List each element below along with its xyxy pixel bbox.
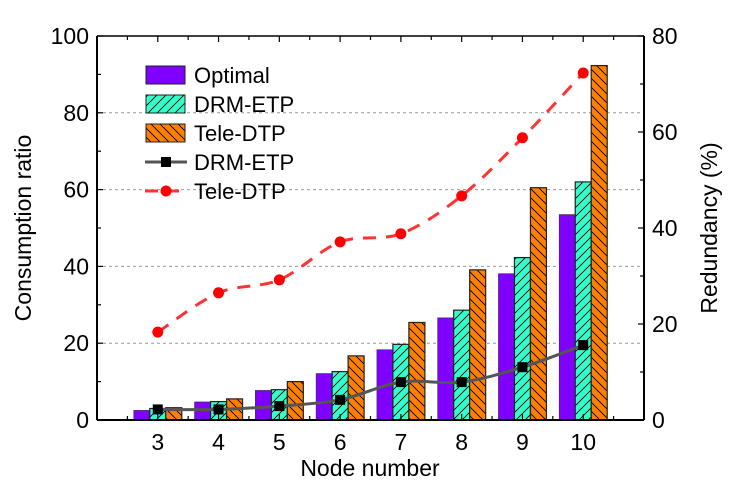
grid-lines <box>97 112 644 344</box>
bar-tele-dtp-7 <box>408 321 426 421</box>
bar-tele-dtp-9 <box>529 187 548 421</box>
point-drm-etp-5 <box>274 401 285 412</box>
y-tick-label: 20 <box>63 330 89 356</box>
y-tick-label: 100 <box>51 23 89 49</box>
y-tick-label: 0 <box>76 407 89 433</box>
bar-drm-etp-9 <box>513 256 532 421</box>
x-tick-label: 8 <box>455 429 468 455</box>
tick-labels: 0 20 40 60 80 100 0 20 40 60 80 3 4 5 6 7 8 9 10 <box>51 23 678 455</box>
point-drm-etp-7 <box>395 377 406 388</box>
legend-swatch-drm-etp <box>145 94 186 114</box>
line-series <box>152 67 589 415</box>
y-axis-label: Consumption ratio <box>10 135 36 322</box>
x-tick-label: 4 <box>212 429 225 455</box>
point-drm-etp-6 <box>335 394 346 405</box>
y-tick-label: 60 <box>63 177 89 203</box>
legend-marker-drm-etp <box>161 157 171 167</box>
y2-tick-label: 60 <box>652 119 678 145</box>
point-tele-dtp-4 <box>213 287 225 299</box>
bar-optimal-9 <box>498 273 515 421</box>
x-tick-label: 9 <box>516 429 529 455</box>
axes <box>96 35 645 421</box>
point-drm-etp-8 <box>456 377 467 388</box>
bar-optimal-8 <box>437 317 454 421</box>
legend-label-drm-etp: DRM-ETP <box>194 92 294 117</box>
x-axis-label: Node number <box>300 455 440 481</box>
point-tele-dtp-6 <box>334 236 346 248</box>
y2-axis-label: Redundancy (%) <box>696 142 722 313</box>
legend-label-tele-dtp: Tele-DTP <box>194 121 286 146</box>
bar-tele-dtp-5 <box>286 381 304 421</box>
legend-label-tele-dtp: Tele-DTP <box>194 179 286 204</box>
bar-optimal-3 <box>133 410 151 421</box>
y2-tick-label: 40 <box>652 215 678 241</box>
point-tele-dtp-7 <box>395 228 407 240</box>
bar-drm-etp-8 <box>453 309 471 421</box>
bar-optimal-10 <box>558 214 576 421</box>
bar-tele-dtp-6 <box>347 355 365 421</box>
point-drm-etp-3 <box>152 404 163 415</box>
y2-tick-label: 80 <box>652 23 678 49</box>
x-tick-label: 7 <box>394 429 407 455</box>
legend-swatch-optimal <box>145 65 186 85</box>
y2-tick-label: 20 <box>652 311 678 337</box>
bar-tele-dtp-10 <box>590 64 608 421</box>
bar-drm-etp-10 <box>574 181 592 421</box>
y-tick-label: 40 <box>63 253 89 279</box>
bar-tele-dtp-8 <box>469 269 487 421</box>
bar-optimal-6 <box>315 373 333 421</box>
point-tele-dtp-9 <box>516 132 528 144</box>
point-drm-etp-10 <box>578 340 589 351</box>
x-tick-label: 5 <box>273 429 286 455</box>
point-drm-etp-9 <box>517 362 528 373</box>
point-tele-dtp-10 <box>577 67 589 79</box>
bars <box>133 64 608 421</box>
legend: Optimal DRM-ETP Tele-DTP DRM-ETP Tele-DTP <box>145 63 294 204</box>
x-tick-label: 6 <box>334 429 347 455</box>
bar-optimal-5 <box>255 390 272 421</box>
legend-label-drm-etp: DRM-ETP <box>194 150 294 175</box>
x-tick-label: 3 <box>151 429 164 455</box>
point-tele-dtp-5 <box>273 274 285 286</box>
point-drm-etp-4 <box>213 404 224 415</box>
y2-tick-label: 0 <box>652 407 665 433</box>
y-tick-label: 80 <box>63 100 89 126</box>
legend-marker-tele-dtp <box>160 185 172 197</box>
legend-swatch-tele-dtp <box>145 123 186 143</box>
x-tick-label: 10 <box>570 429 596 455</box>
legend-label-optimal: Optimal <box>194 63 270 88</box>
point-tele-dtp-8 <box>456 190 468 202</box>
point-tele-dtp-3 <box>152 326 164 338</box>
